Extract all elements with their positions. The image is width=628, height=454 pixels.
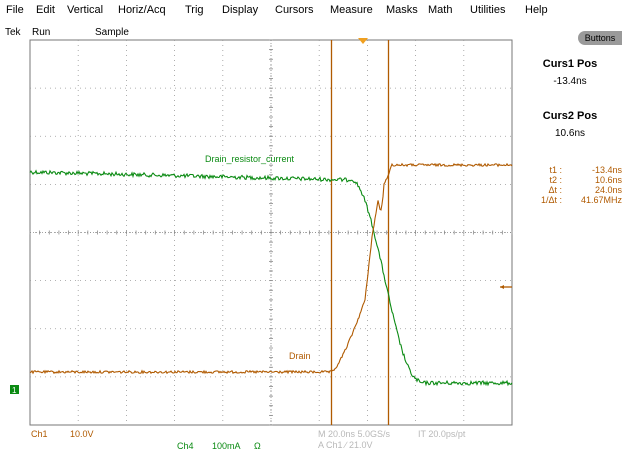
ch1-marker-label: 1 bbox=[12, 386, 17, 395]
readout-key: Δt : bbox=[548, 185, 562, 195]
curs2-value[interactable]: 10.6ns bbox=[554, 128, 586, 139]
menu-math[interactable]: Math bbox=[428, 4, 453, 16]
readout-key: t1 : bbox=[549, 165, 562, 175]
brand-label: Tek bbox=[5, 27, 21, 38]
acq-mode[interactable]: Sample bbox=[95, 27, 129, 38]
trigger-level-arrow[interactable] bbox=[500, 285, 512, 289]
ch4-current-trace bbox=[29, 169, 513, 387]
trigger-position-marker[interactable] bbox=[358, 38, 368, 44]
record-readout: IT 20.0ps/pt bbox=[418, 429, 466, 439]
ch1-voltage-trace bbox=[29, 162, 513, 375]
menu-measure[interactable]: Measure bbox=[330, 4, 373, 16]
menu-vertical[interactable]: Vertical bbox=[67, 4, 104, 16]
readout-row: 1/Δt : 41.67MHz bbox=[522, 195, 622, 205]
readout-row: t2 : 10.6ns bbox=[522, 175, 622, 185]
run-state[interactable]: Run bbox=[32, 27, 51, 38]
curs2-title: Curs2 Pos bbox=[542, 110, 598, 122]
readout-value: 24.0ns bbox=[594, 185, 622, 195]
ch4-impedance: Ω bbox=[254, 441, 261, 451]
ch4-scale[interactable]: 100mA bbox=[212, 441, 241, 451]
orange-trace-label: Drain bbox=[289, 351, 311, 361]
menu-trig[interactable]: Trig bbox=[185, 4, 204, 16]
cursor-readout: t1 : -13.4ns t2 : 10.6ns Δt : 24.0ns 1/Δ… bbox=[522, 165, 622, 205]
curs1-title: Curs1 Pos bbox=[542, 58, 598, 70]
menu-help[interactable]: Help bbox=[525, 4, 548, 16]
menu-masks[interactable]: Masks bbox=[386, 4, 418, 16]
menu-edit[interactable]: Edit bbox=[36, 4, 55, 16]
trigger-readout[interactable]: A Ch1 ∕ 21.0V bbox=[318, 440, 373, 450]
readout-value: 10.6ns bbox=[594, 175, 622, 185]
readout-key: 1/Δt : bbox=[540, 195, 562, 205]
menu-display[interactable]: Display bbox=[222, 4, 259, 16]
curs1-value[interactable]: -13.4ns bbox=[553, 76, 587, 87]
graticule bbox=[29, 39, 513, 426]
curs2-panel: Curs2 Pos 10.6ns bbox=[520, 110, 620, 139]
menu-cursors[interactable]: Cursors bbox=[275, 4, 314, 16]
buttons-toggle-button[interactable]: Buttons bbox=[578, 31, 622, 45]
readout-key: t2 : bbox=[549, 175, 562, 185]
readout-value: -13.4ns bbox=[591, 165, 622, 175]
readout-value: 41.67MHz bbox=[580, 195, 622, 205]
readout-row: t1 : -13.4ns bbox=[522, 165, 622, 175]
ch4-label[interactable]: Ch4 bbox=[177, 441, 194, 451]
ch1-ground-marker[interactable] bbox=[10, 385, 19, 394]
menu-file[interactable]: File bbox=[6, 4, 24, 16]
menu-utilities[interactable]: Utilities bbox=[470, 4, 506, 16]
timebase-readout[interactable]: M 20.0ns 5.0GS/s bbox=[318, 429, 391, 439]
ch1-label[interactable]: Ch1 bbox=[31, 429, 48, 439]
curs1-panel: Curs1 Pos -13.4ns bbox=[520, 58, 620, 87]
menu-bar: File Edit Vertical Horiz/Acq Trig Displa… bbox=[0, 0, 628, 18]
menu-horiz-acq[interactable]: Horiz/Acq bbox=[118, 4, 166, 16]
readout-row: Δt : 24.0ns bbox=[522, 185, 622, 195]
green-trace-label: Drain_resistor_current bbox=[205, 154, 295, 164]
ch1-scale[interactable]: 10.0V bbox=[70, 429, 94, 439]
